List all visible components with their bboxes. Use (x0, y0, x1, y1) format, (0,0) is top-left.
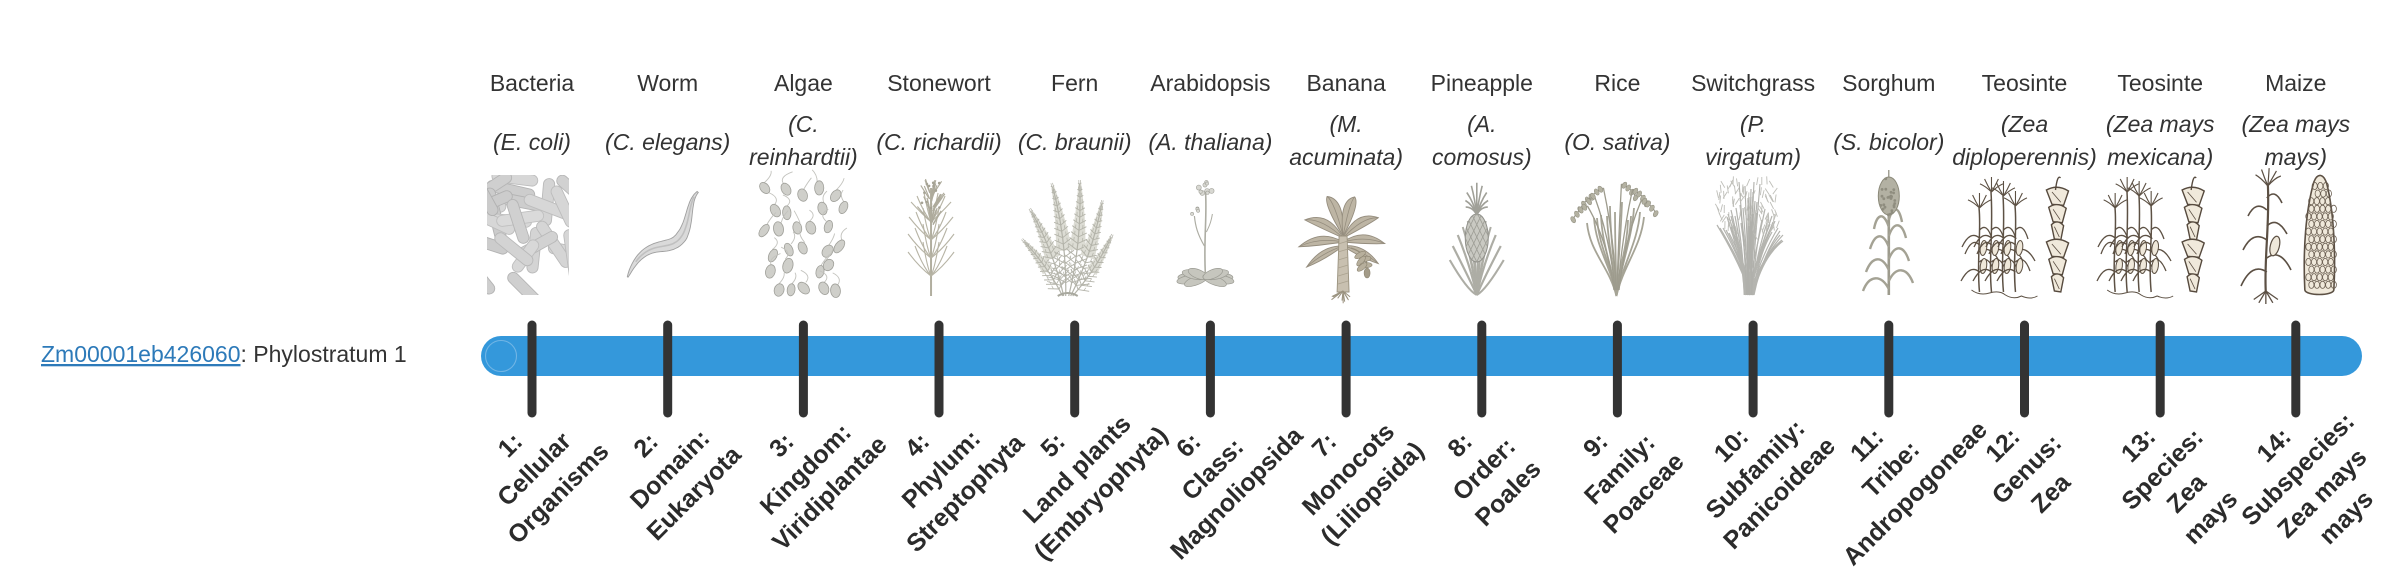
svg-text:Teosinte: Teosinte (2117, 70, 2203, 96)
svg-text:Rice: Rice (1594, 70, 1640, 96)
svg-text:(E. coli): (E. coli) (493, 129, 571, 155)
svg-text:(O. sativa): (O. sativa) (1564, 129, 1670, 155)
svg-text:Bacteria: Bacteria (490, 70, 575, 96)
svg-text:Fern: Fern (1051, 70, 1098, 96)
svg-text:Worm: Worm (637, 70, 698, 96)
svg-text:Maize: Maize (2265, 70, 2326, 96)
svg-text:Stonewort: Stonewort (887, 70, 991, 96)
svg-text:(C. braunii): (C. braunii) (1018, 129, 1132, 155)
svg-text:Pineapple: Pineapple (1431, 70, 1533, 96)
svg-text:Banana: Banana (1306, 70, 1386, 96)
svg-text:Switchgrass: Switchgrass (1691, 70, 1815, 96)
svg-text:(C. elegans): (C. elegans) (605, 129, 730, 155)
svg-text:(A. thaliana): (A. thaliana) (1148, 129, 1272, 155)
svg-text:(S. bicolor): (S. bicolor) (1833, 129, 1944, 155)
svg-text:Arabidopsis: Arabidopsis (1150, 70, 1270, 96)
svg-text:(C. richardii): (C. richardii) (876, 129, 1001, 155)
svg-text:Algae: Algae (774, 70, 833, 96)
svg-text:Zm00001eb426060: Phylostratum: Zm00001eb426060: Phylostratum 1 (41, 341, 407, 367)
svg-text:Sorghum: Sorghum (1842, 70, 1935, 96)
svg-text:Teosinte: Teosinte (1982, 70, 2068, 96)
